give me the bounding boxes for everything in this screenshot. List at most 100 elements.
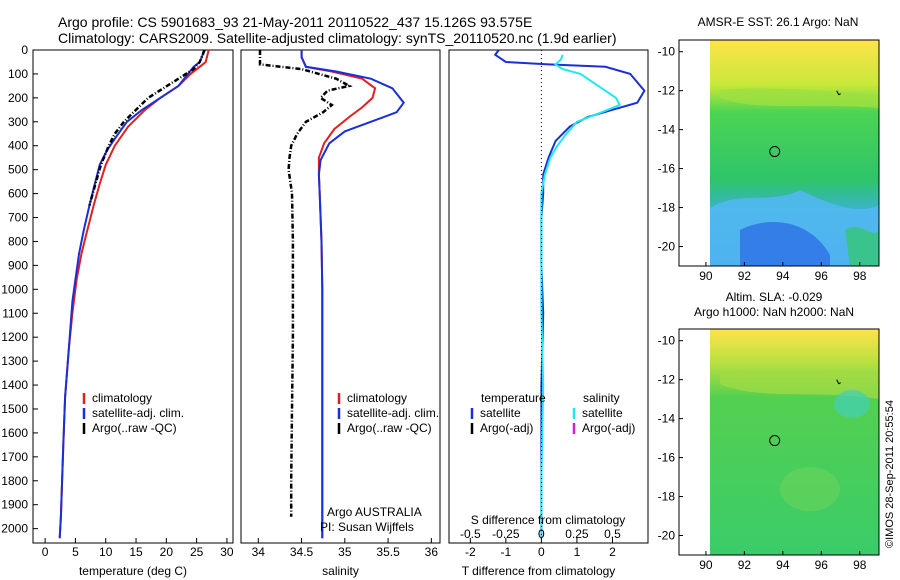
y-tick-label: 400 xyxy=(8,139,28,153)
diff-legend-temperature-title: temperature xyxy=(481,391,546,405)
map-x-tick-label: 98 xyxy=(853,269,867,283)
y-tick-label: 1100 xyxy=(2,306,28,320)
island-glyph xyxy=(836,379,841,385)
panel-sla_map: 90 92 94 96 98 -10 -12 -14 -16 -18 -20 xyxy=(658,328,880,572)
map-y-tick-label: -12 xyxy=(658,84,676,98)
map-y-tick-label: -20 xyxy=(658,240,676,254)
y-tick-label: 1700 xyxy=(1,450,28,464)
y-tick-label: 200 xyxy=(8,91,28,105)
y-tick-label: 1800 xyxy=(1,474,28,488)
s-axis-label: S difference from climatology xyxy=(471,513,626,527)
x-tick-label: 35.5 xyxy=(376,545,400,559)
x-tick-label: 0 xyxy=(538,545,545,559)
legend-label: satellite-adj. clim. xyxy=(347,406,439,420)
map-field xyxy=(710,329,879,555)
map-y-tick-label: -16 xyxy=(658,162,676,176)
panel-frame-salinity xyxy=(240,49,441,544)
y-tick-label: 100 xyxy=(8,67,28,81)
map-frame xyxy=(678,39,880,267)
map-y-tick-label: -14 xyxy=(658,123,676,137)
s-tick-label: -0.5 xyxy=(460,527,481,541)
legend-label: satellite-adj. clim. xyxy=(92,406,184,420)
y-tick-label: 0 xyxy=(21,43,28,57)
panel-frame-difference xyxy=(448,49,649,544)
series-line-satellite-adj-clim- xyxy=(300,50,405,539)
sla-map-title-line1: Altim. SLA: -0.029 xyxy=(726,290,823,304)
s-tick-label: 0 xyxy=(538,527,545,541)
coldest-water-patch xyxy=(740,222,830,266)
sla-map-title-line2: Argo h1000: NaN h2000: NaN xyxy=(694,305,854,319)
transition-band xyxy=(720,370,879,399)
map-y-tick-label: -14 xyxy=(658,412,676,426)
y-tick-label: 800 xyxy=(8,234,28,248)
figure-title-line1: Argo profile: CS 5901683_93 21-May-2011 … xyxy=(58,14,533,30)
y-tick-label: 1500 xyxy=(1,402,28,416)
x-tick-label: 35 xyxy=(338,545,352,559)
y-tick-label: 300 xyxy=(8,115,28,129)
legend-label: climatology xyxy=(347,391,407,405)
y-tick-label: 1300 xyxy=(1,354,28,368)
light-green-patch xyxy=(780,467,840,511)
y-tick-label: 1900 xyxy=(1,498,28,512)
difference-extras: -0.5 -0.25 0 0.25 0.5S difference from clima… xyxy=(460,50,625,543)
y-tick-label: 1000 xyxy=(1,282,28,296)
map-x-tick-label: 92 xyxy=(738,269,752,283)
map-x-tick-label: 96 xyxy=(815,269,829,283)
s-tick-label: -0.25 xyxy=(492,527,520,541)
x-tick-label: 15 xyxy=(129,545,143,559)
series-line-salinity-satellite xyxy=(540,54,621,539)
x-tick-label: 5 xyxy=(72,545,79,559)
map-x-tick-label: 98 xyxy=(853,558,867,572)
map-x-tick-label: 92 xyxy=(738,558,752,572)
figure-title-line2: Climatology: CARS2009. Satellite-adjuste… xyxy=(58,30,617,46)
map-field xyxy=(710,40,879,266)
panel-salinity: 34 34.5 35 35.5 36 salinity xyxy=(240,49,441,578)
y-tick-label: 500 xyxy=(8,163,28,177)
series-line-argo-raw-qc- xyxy=(88,49,206,206)
cyan-patch xyxy=(834,390,870,418)
map-y-tick-label: -10 xyxy=(658,334,676,348)
map-x-tick-label: 94 xyxy=(776,269,790,283)
x-tick-label: -1 xyxy=(501,545,512,559)
argo-location-marker xyxy=(769,435,781,447)
panel-sst_map: 90 92 94 96 98 -10 -12 -14 -16 -18 -20 xyxy=(658,39,880,283)
panel-temperature: 0 5 10 15 20 25 30 temperature (deg C) 0 100 200 30… xyxy=(1,43,234,578)
map-x-tick-label: 96 xyxy=(815,558,829,572)
sst-map-title: AMSR-E SST: 26.1 Argo: NaN xyxy=(698,15,859,29)
x-tick-label: 0 xyxy=(42,545,49,559)
y-tick-label: 600 xyxy=(8,187,28,201)
y-tick-label: 1400 xyxy=(1,378,28,392)
s-tick-label: 0.25 xyxy=(565,527,589,541)
map-gradient xyxy=(710,329,879,555)
x-axis-label: salinity xyxy=(322,564,359,578)
panel-frame-temperature xyxy=(32,49,234,544)
y-tick-label: 1600 xyxy=(1,426,28,440)
x-tick-label: -2 xyxy=(465,545,476,559)
x-tick-label: 30 xyxy=(220,545,234,559)
x-tick-label: 2 xyxy=(609,545,616,559)
y-tick-label: 1200 xyxy=(1,330,28,344)
argo-location-marker xyxy=(769,146,781,158)
y-tick-label: 900 xyxy=(8,258,28,272)
map-x-tick-label: 94 xyxy=(776,558,790,572)
legend-label: climatology xyxy=(92,391,152,405)
map-y-tick-label: -20 xyxy=(658,529,676,543)
map-y-tick-label: -18 xyxy=(658,201,676,215)
s-tick-label: 0.5 xyxy=(604,527,621,541)
diff-legend-salinity-title: salinity xyxy=(583,391,620,405)
panel-difference: -2 -1 0 1 2 T difference from climatology xyxy=(448,49,649,578)
series-line-argo-raw-qc- xyxy=(258,50,353,517)
map-x-tick-label: 90 xyxy=(699,269,713,283)
x-tick-label: 36 xyxy=(425,545,439,559)
map-x-tick-label: 90 xyxy=(699,558,713,572)
map-y-tick-label: -18 xyxy=(658,490,676,504)
island-glyph xyxy=(836,90,841,96)
map-y-tick-label: -12 xyxy=(658,373,676,387)
map-y-tick-label: -10 xyxy=(658,45,676,59)
legend-label: Argo(..raw -QC) xyxy=(92,421,177,435)
